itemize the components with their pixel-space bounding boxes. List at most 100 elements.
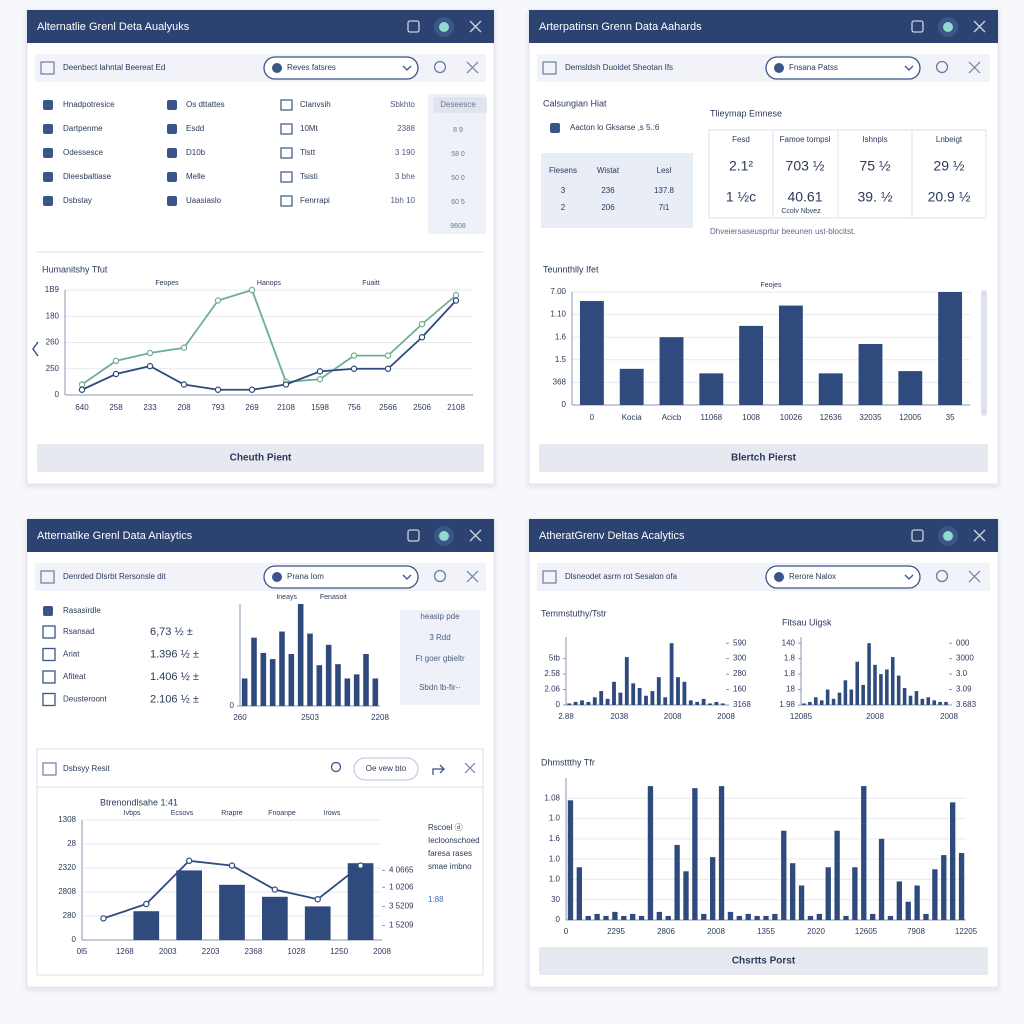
x-tick-label: 2038 [610, 712, 628, 721]
view-button[interactable] [353, 757, 419, 781]
label: 58 0 [451, 151, 465, 158]
bar [932, 869, 938, 920]
x-tick-label: 2503 [301, 713, 319, 722]
bar [592, 697, 597, 705]
x-tick-label: 208 [177, 403, 191, 412]
maximize-button[interactable] [911, 529, 924, 542]
annotation: Fuaitt [362, 280, 380, 287]
label: Dsbsyy Resit [63, 764, 110, 773]
bar [714, 701, 719, 705]
dropdown-value[interactable]: Prana Iom [287, 572, 324, 581]
point [248, 286, 256, 294]
close-toolbar-button[interactable] [968, 570, 981, 583]
y2-tick-label: 1 5209 [389, 921, 414, 930]
y-tick-label: 2320 [58, 863, 76, 872]
maximize-button[interactable] [407, 20, 420, 33]
label: 3 bhe [395, 172, 416, 181]
close-button[interactable] [973, 529, 986, 542]
chart-title: Humanitshy Tfut [42, 264, 108, 274]
bar [852, 867, 858, 920]
x-tick-label: 35 [946, 413, 955, 422]
bar [599, 691, 604, 705]
y-tick-label: 260 [46, 338, 60, 347]
scroll-left[interactable] [32, 341, 39, 357]
bar [843, 680, 848, 705]
action-button[interactable] [37, 444, 484, 472]
maximize-button[interactable] [407, 529, 420, 542]
dropdown-value[interactable]: Fnsana Patss [789, 63, 838, 72]
point [146, 349, 154, 357]
close-button[interactable] [469, 529, 482, 542]
bar [941, 855, 947, 920]
dropdown-value[interactable]: Reves fatsres [287, 63, 336, 72]
y-tick-label: 1.6 [549, 834, 561, 843]
close-toolbar-button[interactable] [968, 61, 981, 74]
annotation: Hanops [257, 280, 282, 287]
label: Tlieymap Emnese [710, 108, 782, 118]
search-button[interactable] [433, 569, 447, 583]
annotation: Ineays [276, 594, 297, 601]
label: Famoe tompsl [780, 135, 831, 144]
bar [644, 695, 648, 705]
search-button[interactable] [935, 569, 949, 583]
action-button-label[interactable]: Blertch Pierst [731, 453, 797, 464]
close-button[interactable] [973, 20, 986, 33]
panel-title: Alternatlie Grenl Deta Aualyuks [37, 21, 190, 33]
action-button[interactable] [539, 444, 988, 472]
y-tick-label: 1.6 [555, 332, 567, 341]
y-tick-label: 1.8 [784, 654, 796, 663]
dropdown-value[interactable]: Rerore Nalox [789, 572, 836, 581]
y-tick-label: 28 [67, 839, 76, 848]
action-button-label[interactable]: Chsrtts Porst [732, 956, 796, 967]
bar [914, 691, 919, 705]
panel-header [27, 519, 494, 552]
bar [325, 644, 332, 706]
action-button[interactable] [539, 947, 988, 975]
dropdown[interactable] [765, 565, 921, 589]
bar [802, 703, 806, 705]
label: Esdd [186, 124, 204, 133]
bar [133, 911, 160, 940]
point [316, 368, 324, 375]
dropdown[interactable] [263, 56, 419, 80]
close-button[interactable] [464, 762, 476, 774]
maximize-button[interactable] [911, 20, 924, 33]
bar [344, 678, 351, 706]
icon [43, 124, 53, 134]
share-button[interactable] [432, 764, 445, 775]
label: Ishnpls [862, 135, 887, 144]
panel-header [27, 10, 494, 43]
y2-tick-label: 280 [733, 669, 747, 678]
close-toolbar-button[interactable] [466, 570, 479, 583]
label: D10b [186, 148, 206, 157]
bar [958, 853, 965, 920]
x-tick-label: 2203 [202, 947, 220, 956]
search-button[interactable] [935, 60, 949, 74]
action-button-label[interactable]: Cheuth Pient [230, 453, 292, 464]
dropdown[interactable] [765, 56, 921, 80]
y-tick-label: 2808 [58, 887, 76, 896]
y-tick-label: 0 [230, 701, 235, 710]
bar [902, 688, 907, 705]
close-toolbar-button[interactable] [466, 61, 479, 74]
bar [763, 915, 769, 920]
toolbar-label: Dlsneodet asrm rot Sesalon ofa [565, 572, 678, 581]
search-button[interactable] [433, 60, 447, 74]
point [78, 386, 86, 393]
point [143, 900, 150, 908]
chart-title: Fitsau Uigsk [782, 617, 832, 627]
scrollbar[interactable] [981, 290, 987, 416]
bar [650, 691, 655, 705]
label: Clanvsih [300, 100, 331, 109]
y2-tick-label: 3.0 [956, 669, 968, 678]
search-button[interactable] [330, 761, 342, 773]
label[interactable]: Oe vew bto [366, 764, 407, 773]
point [112, 357, 120, 365]
label: Dsbstay [63, 196, 92, 205]
icon [167, 124, 177, 134]
x-tick-label: 260 [233, 713, 247, 722]
bar [307, 633, 313, 706]
dropdown[interactable] [263, 565, 419, 589]
close-button[interactable] [469, 20, 482, 33]
y-tick-label: 0 [72, 935, 77, 944]
